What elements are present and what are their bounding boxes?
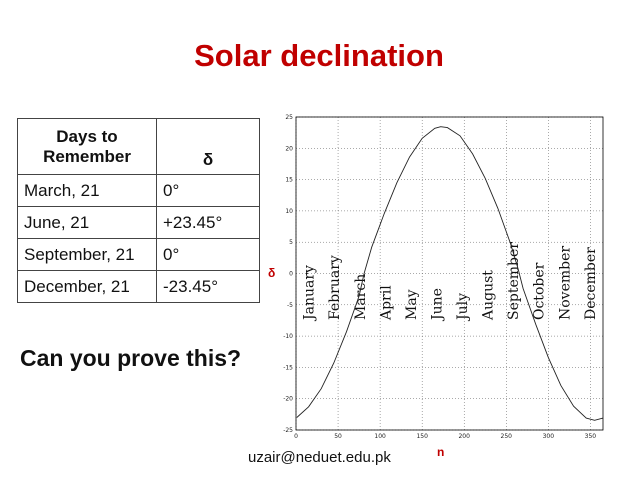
plot-frame <box>295 116 604 431</box>
table-row: March, 21 0° <box>17 174 260 207</box>
y-tick-label: -25 <box>283 427 293 434</box>
y-tick-label: 25 <box>285 114 293 121</box>
month-label: January <box>302 265 318 322</box>
table-header: Days to Remember <box>17 118 157 175</box>
month-label: October <box>532 262 548 320</box>
email-footer: uzair@neduet.edu.pk <box>248 449 391 466</box>
question-text: Can you prove this? <box>20 345 242 371</box>
y-tick-label: -10 <box>283 333 293 340</box>
x-tick-label: 100 <box>374 433 386 440</box>
series-layer <box>296 126 604 421</box>
y-tick-label: -20 <box>283 396 293 403</box>
table-row: September, 21 0° <box>17 238 260 271</box>
x-tick-label: 350 <box>585 433 597 440</box>
days-table: Days to Remember δ March, 21 0° June, 21… <box>17 118 260 303</box>
x-tick-label: 0 <box>294 433 298 440</box>
month-label: December <box>583 247 599 320</box>
x-tick-label: 250 <box>501 433 513 440</box>
month-label: May <box>404 289 420 320</box>
month-labels: January February March April May June July Augu… <box>302 242 599 322</box>
table-cell: December, 21 <box>17 270 157 303</box>
month-label: July <box>455 293 471 322</box>
x-tick-label: 50 <box>334 433 342 440</box>
table-row: June, 21 +23.45° <box>17 206 260 239</box>
y-tick-label: 20 <box>285 145 293 152</box>
y-tick-label: -5 <box>287 302 293 309</box>
month-label: November <box>557 246 573 320</box>
y-tick-label: 5 <box>289 239 293 246</box>
table-cell: 0° <box>156 238 260 271</box>
x-axis-label: n <box>437 445 444 459</box>
month-label: June <box>429 288 445 322</box>
y-tick-label: 0 <box>289 271 293 278</box>
month-label: March <box>353 274 369 320</box>
table-row: December, 21 -23.45° <box>17 270 260 303</box>
month-label: August <box>481 270 497 321</box>
x-tick-label: 300 <box>543 433 555 440</box>
table-cell: September, 21 <box>17 238 157 271</box>
y-tick-label: 15 <box>285 177 293 184</box>
table-cell: June, 21 <box>17 206 157 239</box>
month-label: February <box>327 255 343 320</box>
y-tick-label: -15 <box>283 364 293 371</box>
series-line <box>296 126 604 421</box>
table-header-row: Days to Remember δ <box>17 118 260 175</box>
table-header: δ <box>156 118 260 175</box>
month-label: September <box>506 242 522 320</box>
table-cell: March, 21 <box>17 174 157 207</box>
x-tick-label: 200 <box>458 433 470 440</box>
y-axis-label: δ <box>268 266 275 280</box>
x-tick-label: 150 <box>416 433 428 440</box>
slide-title: Solar declination <box>194 38 444 73</box>
table-cell: 0° <box>156 174 260 207</box>
table-cell: +23.45° <box>156 206 260 239</box>
y-tick-label: 10 <box>285 208 293 215</box>
table-cell: -23.45° <box>156 270 260 303</box>
month-label: April <box>378 285 394 321</box>
